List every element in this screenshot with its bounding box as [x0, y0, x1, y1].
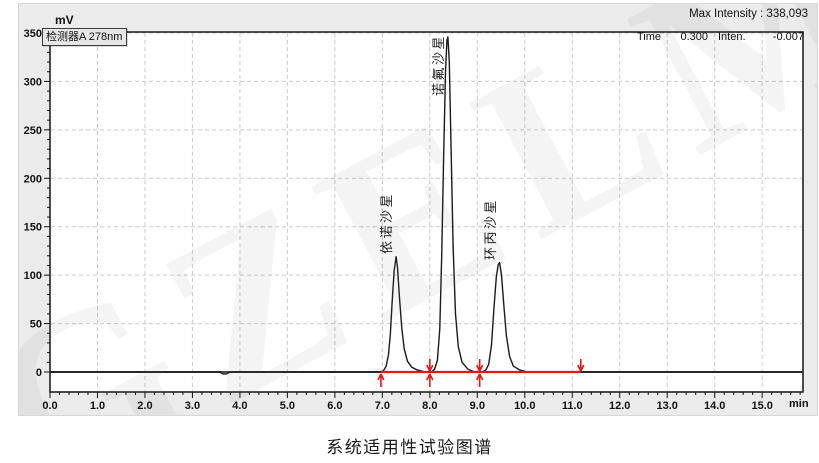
max-intensity-readout: Max Intensity : 338,093	[689, 8, 808, 20]
y-axis-unit-label: mV	[55, 13, 74, 27]
svg-text:1.0: 1.0	[90, 400, 105, 412]
svg-text:2.0: 2.0	[137, 400, 152, 412]
peak-label: 环丙沙星	[482, 197, 498, 260]
x-axis-unit-label: min	[789, 398, 809, 410]
svg-text:0.0: 0.0	[42, 400, 57, 412]
svg-text:3.0: 3.0	[185, 400, 200, 412]
svg-text:0: 0	[36, 367, 42, 379]
svg-text:250: 250	[24, 125, 42, 137]
svg-text:50: 50	[30, 319, 42, 331]
svg-text:200: 200	[24, 173, 42, 185]
cursor-time-label: Time	[637, 31, 662, 43]
svg-text:13.0: 13.0	[657, 400, 678, 412]
svg-text:9.0: 9.0	[470, 400, 485, 412]
svg-text:10.0: 10.0	[514, 400, 535, 412]
detector-channel-tag: 检测器A 278nm	[42, 28, 128, 46]
svg-text:14.0: 14.0	[704, 400, 725, 412]
cursor-intensity-label: Inten.	[718, 31, 746, 43]
cursor-time-value: 0.300	[680, 31, 708, 43]
svg-text:15.0: 15.0	[751, 400, 772, 412]
svg-text:5.0: 5.0	[280, 400, 295, 412]
svg-text:100: 100	[24, 270, 42, 282]
svg-text:350: 350	[24, 28, 42, 40]
cursor-intensity-value: -0.007	[772, 31, 804, 43]
peak-label: 诺氟沙星	[430, 33, 446, 96]
svg-text:8.0: 8.0	[422, 400, 437, 412]
figure-caption: 系统适用性试验图谱	[326, 438, 493, 457]
svg-text:6.0: 6.0	[327, 400, 342, 412]
svg-text:11.0: 11.0	[562, 400, 583, 412]
svg-text:7.0: 7.0	[375, 400, 390, 412]
svg-text:150: 150	[24, 222, 42, 234]
peak-label: 依诺沙星	[379, 191, 395, 254]
svg-text:300: 300	[24, 76, 42, 88]
svg-text:4.0: 4.0	[232, 400, 247, 412]
chromatogram-svg: 0.0 1.0 2.0 3.0 4.0 5.0 6.0 7.0 8.0 9.0 10.0 11.0 12…	[24, 28, 804, 412]
svg-text:12.0: 12.0	[609, 400, 630, 412]
